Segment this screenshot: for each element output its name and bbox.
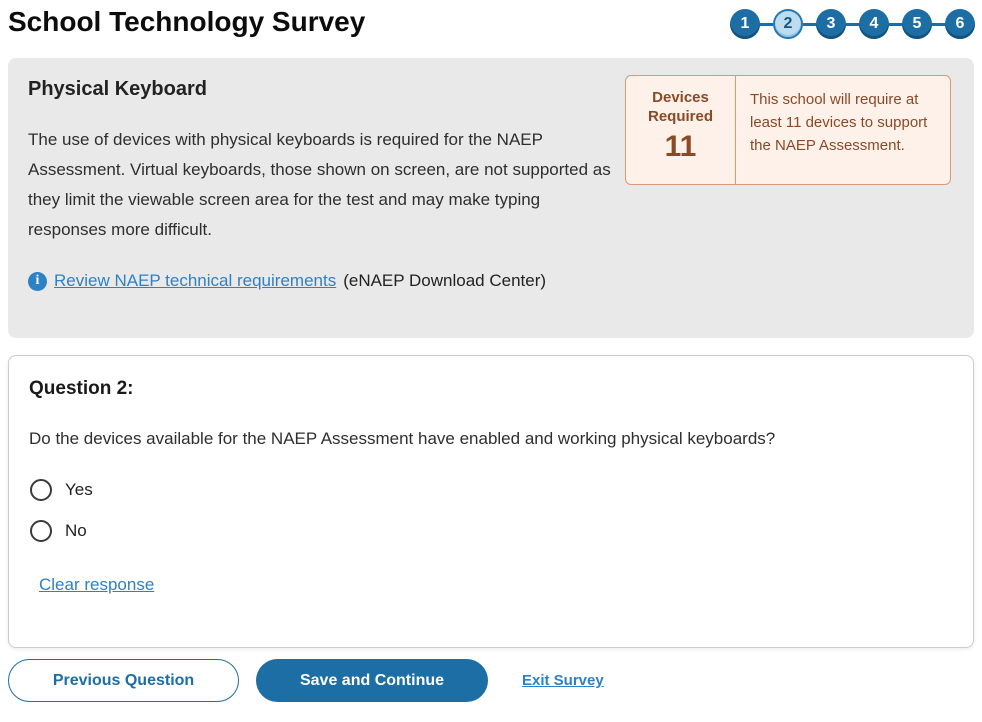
devices-required-value: 11: [664, 130, 697, 163]
radio-option-yes-label: Yes: [65, 480, 93, 499]
clear-response-link[interactable]: Clear response: [39, 575, 155, 594]
devices-required-label: Devices Required: [647, 89, 713, 125]
devices-required-description: This school will require at least 11 dev…: [750, 91, 928, 154]
step-3[interactable]: 3: [816, 9, 846, 39]
radio-option-no[interactable]: No: [29, 520, 953, 542]
step-2-current[interactable]: 2: [773, 9, 803, 39]
step-6[interactable]: 6: [945, 9, 975, 39]
page-header: School Technology Survey 1 2 3 4 5 6: [0, 4, 982, 40]
section-description: The use of devices with physical keyboar…: [28, 130, 611, 239]
step-connector: [760, 22, 773, 26]
radio-unchecked-icon[interactable]: [30, 479, 52, 501]
survey-stepper: 1 2 3 4 5 6: [730, 9, 975, 39]
save-continue-button[interactable]: Save and Continue: [256, 659, 488, 702]
previous-question-button[interactable]: Previous Question: [8, 659, 239, 702]
devices-required-cell: Devices Required 11: [626, 76, 736, 184]
survey-footer: Previous Question Save and Continue Exit…: [8, 659, 974, 702]
question-text: Do the devices available for the NAEP As…: [29, 429, 776, 448]
step-connector: [889, 22, 902, 26]
radio-unchecked-icon[interactable]: [30, 520, 52, 542]
technical-requirements-row: i Review NAEP technical requirements (eN…: [28, 271, 954, 291]
answer-radio-group: Yes No: [29, 479, 953, 542]
info-panel: Physical Keyboard The use of devices wit…: [8, 58, 974, 338]
question-panel: Question 2: Do the devices available for…: [8, 355, 974, 648]
step-connector: [846, 22, 859, 26]
technical-requirements-suffix: (eNAEP Download Center): [343, 271, 547, 290]
radio-option-no-label: No: [65, 521, 87, 540]
info-icon: i: [28, 271, 47, 291]
section-heading: Physical Keyboard: [28, 78, 207, 100]
step-4[interactable]: 4: [859, 9, 889, 39]
question-heading: Question 2:: [29, 378, 134, 399]
radio-option-yes[interactable]: Yes: [29, 479, 953, 501]
step-5[interactable]: 5: [902, 9, 932, 39]
technical-requirements-link[interactable]: Review NAEP technical requirements: [54, 271, 337, 290]
exit-survey-link[interactable]: Exit Survey: [522, 672, 604, 689]
step-1[interactable]: 1: [730, 9, 760, 39]
devices-required-box: Devices Required 11 This school will req…: [625, 75, 951, 185]
step-connector: [932, 22, 945, 26]
page-title: School Technology Survey: [8, 6, 366, 37]
step-connector: [803, 22, 816, 26]
